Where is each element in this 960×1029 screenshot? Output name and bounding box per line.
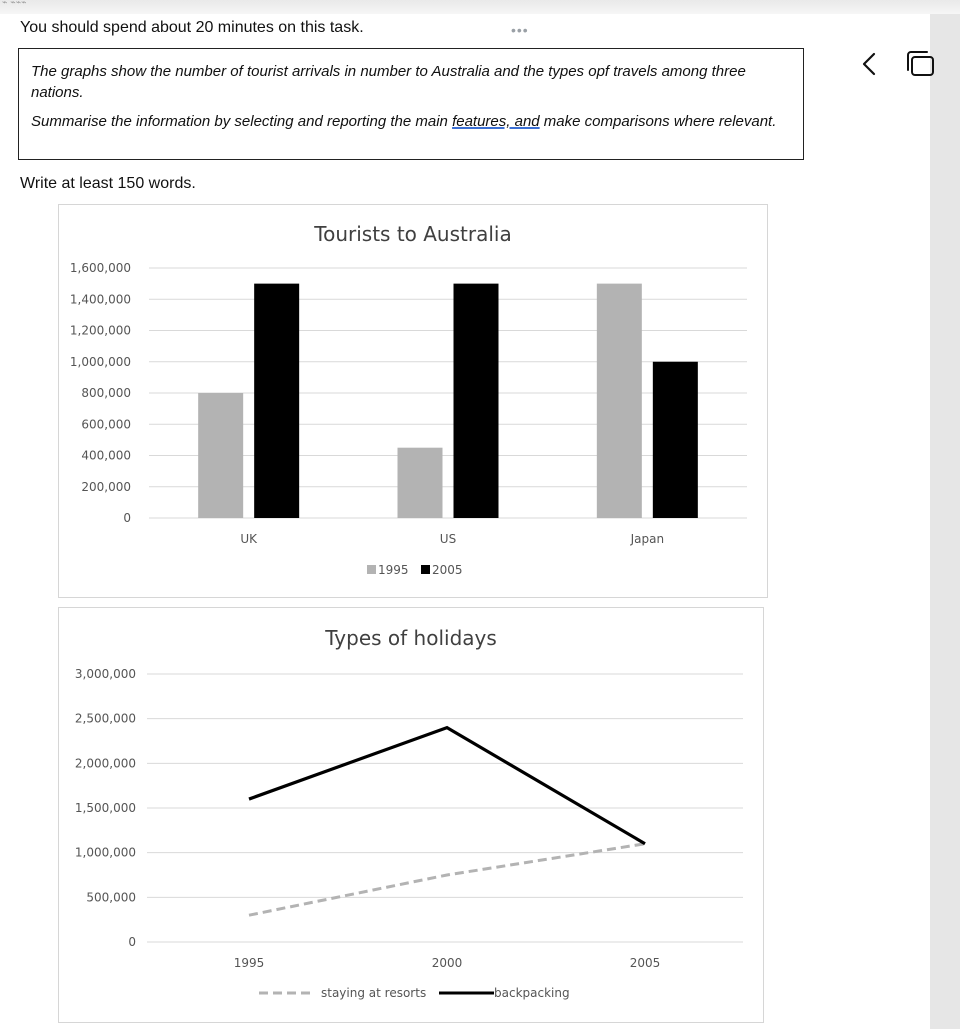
bar-chart-frame: Tourists to Australia 0 200,000 400,000 600,… [58, 204, 768, 598]
top-strip: ⌁ ⌁⌁⌁ [0, 0, 960, 14]
y-tick-label: 3,000,000 [75, 667, 136, 681]
legend-swatch-2005 [421, 565, 430, 574]
y-tick-label: 1,400,000 [70, 292, 131, 306]
y-tick-label: 800,000 [81, 386, 131, 400]
intro-text: You should spend about 20 minutes on thi… [20, 19, 364, 36]
legend-label: backpacking [494, 986, 570, 1000]
chart-title: Tourists to Australia [313, 222, 511, 246]
legend-label: 1995 [378, 563, 409, 577]
y-tick-label: 400,000 [81, 449, 131, 463]
y-tick-label: 500,000 [86, 890, 136, 904]
x-tick-label: 2005 [630, 956, 661, 970]
line-chart: Types of holidays 0 500,000 1,000,000 1,500,… [75, 626, 743, 1000]
chart-title: Types of holidays [324, 626, 497, 650]
legend-label: staying at resorts [321, 986, 426, 1000]
bar-1995-Japan [596, 283, 642, 518]
x-category-label: UK [240, 532, 258, 546]
y-tick-label: 2,000,000 [75, 756, 136, 770]
y-tick-label: 1,000,000 [75, 846, 136, 860]
right-scroll-panel[interactable] [930, 14, 960, 1029]
legend-swatch-1995 [367, 565, 376, 574]
x-tick-label: 1995 [234, 956, 265, 970]
task-instruction-post: make comparisons where relevant. [539, 113, 777, 130]
legend-label: 2005 [432, 563, 463, 577]
task-instruction: Summarise the information by selecting a… [31, 111, 791, 132]
x-tick-label: 2000 [432, 956, 463, 970]
x-category-label: US [440, 532, 456, 546]
task-box: The graphs show the number of tourist ar… [18, 48, 804, 160]
bar-2005-Japan [652, 361, 698, 518]
word-count-instruction: Write at least 150 words. [20, 175, 196, 192]
y-tick-label: 0 [123, 511, 131, 525]
line-chart-frame: Types of holidays 0 500,000 1,000,000 1,500,… [58, 607, 764, 1023]
bar-2005-US [453, 283, 499, 518]
more-dots-icon[interactable]: ••• [511, 22, 529, 38]
y-tick-label: 200,000 [81, 480, 131, 494]
line-series-staying-at-resorts [248, 842, 646, 917]
task-instruction-pre: Summarise the information by selecting a… [31, 113, 453, 130]
bar-1995-UK [198, 393, 244, 518]
y-tick-label: 600,000 [81, 417, 131, 431]
y-tick-label: 1,500,000 [75, 801, 136, 815]
chevron-left-icon[interactable] [854, 48, 886, 80]
y-tick-label: 0 [128, 935, 136, 949]
top-strip-crumb: ⌁ ⌁⌁⌁ [2, 0, 27, 8]
y-tick-label: 1,600,000 [70, 261, 131, 275]
bar-1995-US [397, 447, 443, 518]
y-tick-label: 1,200,000 [70, 324, 131, 338]
y-tick-label: 1,000,000 [70, 355, 131, 369]
task-description: The graphs show the number of tourist ar… [31, 63, 746, 101]
y-tick-label: 2,500,000 [75, 712, 136, 726]
line-series-backpacking [248, 725, 646, 846]
task-instruction-underlined: features, and [452, 113, 540, 130]
window-switch-icon[interactable] [903, 48, 939, 80]
bar-chart: Tourists to Australia 0 200,000 400,000 600,… [70, 222, 747, 577]
bar-2005-UK [254, 283, 300, 518]
x-category-label: Japan [630, 532, 664, 546]
